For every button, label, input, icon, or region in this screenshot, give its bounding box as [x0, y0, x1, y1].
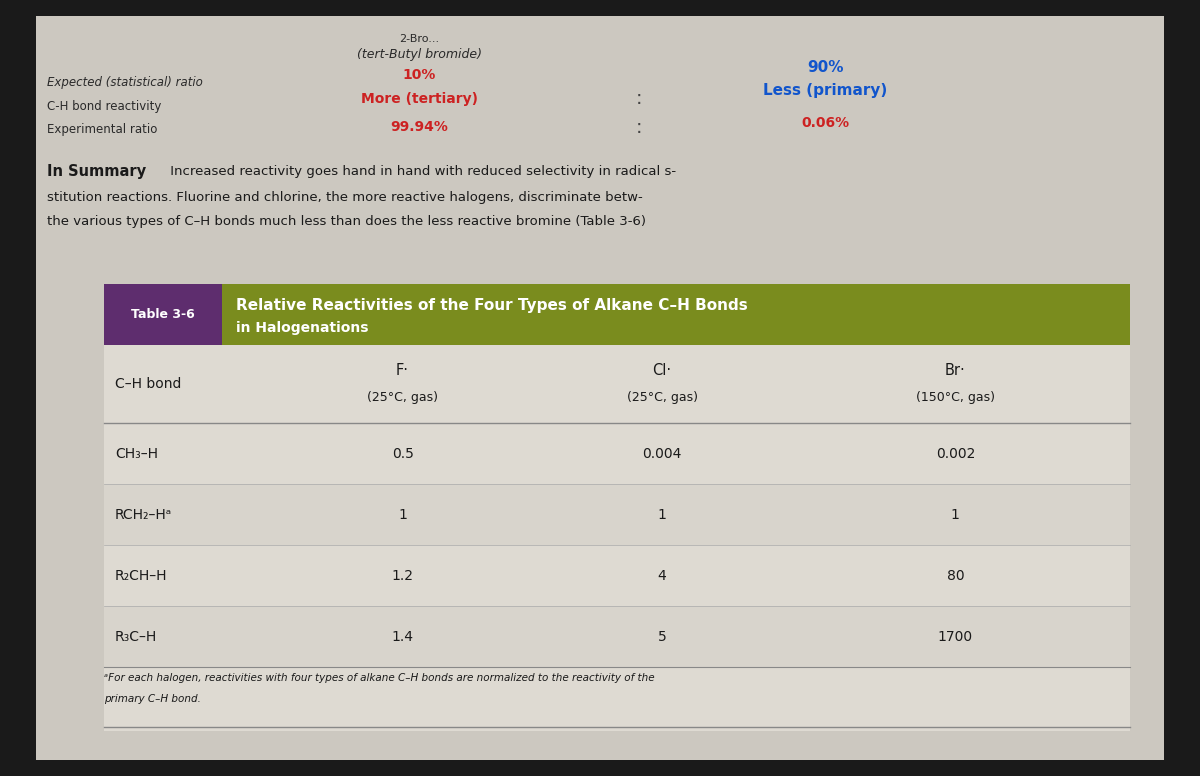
Text: 10%: 10% [403, 68, 437, 82]
Text: 80: 80 [947, 569, 964, 583]
Text: 0.004: 0.004 [642, 446, 682, 461]
Text: R₃C–H: R₃C–H [115, 630, 157, 644]
Text: C-H bond reactivity: C-H bond reactivity [47, 100, 162, 113]
Text: 1: 1 [950, 508, 960, 521]
FancyBboxPatch shape [103, 484, 1130, 546]
Text: Increased reactivity goes hand in hand with reduced selectivity in radical s-: Increased reactivity goes hand in hand w… [166, 165, 676, 178]
Text: C–H bond: C–H bond [115, 377, 181, 391]
Text: R₂CH–H: R₂CH–H [115, 569, 168, 583]
Text: (25°C, gas): (25°C, gas) [626, 391, 697, 404]
Text: (150°C, gas): (150°C, gas) [916, 391, 995, 404]
Text: 4: 4 [658, 569, 666, 583]
Text: ᵃFor each halogen, reactivities with four types of alkane C–H bonds are normaliz: ᵃFor each halogen, reactivities with fou… [103, 674, 654, 684]
Text: :: : [636, 89, 643, 109]
Text: 0.06%: 0.06% [802, 116, 850, 130]
Text: 90%: 90% [808, 61, 844, 75]
Text: More (tertiary): More (tertiary) [361, 92, 478, 106]
Text: :: : [636, 118, 643, 137]
Text: 1.2: 1.2 [391, 569, 414, 583]
Text: in Halogenations: in Halogenations [235, 320, 368, 334]
Text: Less (primary): Less (primary) [763, 82, 888, 98]
Text: Experimental ratio: Experimental ratio [47, 123, 157, 136]
Text: CH₃–H: CH₃–H [115, 446, 158, 461]
Text: RCH₂–Hᵃ: RCH₂–Hᵃ [115, 508, 173, 521]
Text: primary C–H bond.: primary C–H bond. [103, 695, 200, 704]
Text: stitution reactions. Fluorine and chlorine, the more reactive halogens, discrimi: stitution reactions. Fluorine and chlori… [47, 191, 643, 204]
Text: 1: 1 [398, 508, 407, 521]
Text: F·: F· [396, 363, 409, 378]
FancyBboxPatch shape [103, 606, 1130, 667]
Text: 0.5: 0.5 [391, 446, 414, 461]
FancyBboxPatch shape [103, 546, 1130, 606]
FancyBboxPatch shape [36, 16, 1164, 760]
Text: 5: 5 [658, 630, 666, 644]
Text: Table 3-6: Table 3-6 [131, 308, 194, 320]
Text: 0.002: 0.002 [936, 446, 976, 461]
FancyBboxPatch shape [103, 284, 222, 345]
Text: (25°C, gas): (25°C, gas) [367, 391, 438, 404]
Text: In Summary: In Summary [47, 165, 146, 179]
Text: 2-Bro...: 2-Bro... [400, 34, 439, 44]
Text: Relative Reactivities of the Four Types of Alkane C–H Bonds: Relative Reactivities of the Four Types … [235, 297, 748, 313]
Text: Expected (statistical) ratio: Expected (statistical) ratio [47, 76, 203, 89]
FancyBboxPatch shape [103, 423, 1130, 484]
Text: 1700: 1700 [937, 630, 973, 644]
FancyBboxPatch shape [103, 284, 1130, 345]
Text: Cl·: Cl· [653, 363, 672, 378]
FancyBboxPatch shape [103, 345, 1130, 731]
Text: (tert-Butyl bromide): (tert-Butyl bromide) [358, 48, 482, 61]
Text: 99.94%: 99.94% [390, 120, 449, 134]
Text: 1: 1 [658, 508, 666, 521]
Text: Br·: Br· [944, 363, 966, 378]
Text: the various types of C–H bonds much less than does the less reactive bromine (Ta: the various types of C–H bonds much less… [47, 216, 647, 228]
Text: 1.4: 1.4 [391, 630, 414, 644]
